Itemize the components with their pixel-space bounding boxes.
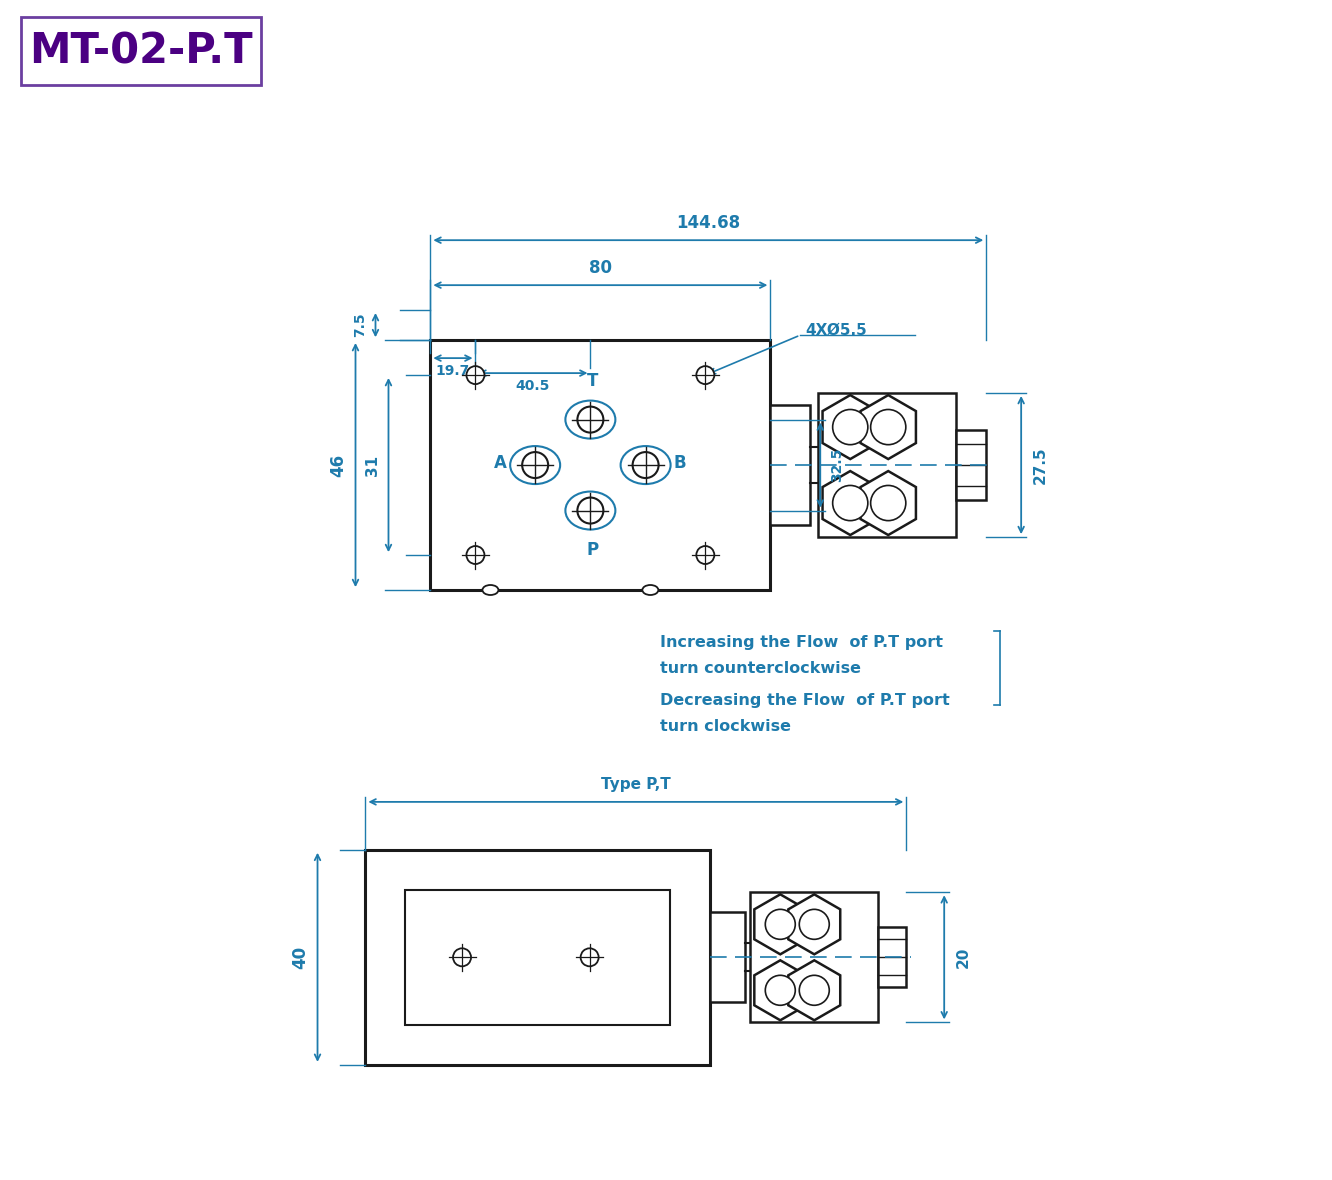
- Text: turn clockwise: turn clockwise: [661, 719, 791, 734]
- Circle shape: [466, 366, 485, 385]
- Bar: [878, 927, 906, 988]
- Circle shape: [581, 949, 598, 966]
- Circle shape: [832, 409, 868, 445]
- Text: turn counterclockwise: turn counterclockwise: [661, 661, 862, 676]
- Text: B: B: [674, 454, 686, 472]
- Bar: [818, 393, 956, 537]
- Text: 144.68: 144.68: [677, 215, 741, 232]
- Bar: [405, 890, 670, 1024]
- Circle shape: [832, 485, 868, 520]
- Circle shape: [697, 546, 714, 564]
- Text: 4XØ5.5: 4XØ5.5: [806, 322, 867, 337]
- Polygon shape: [754, 961, 806, 1021]
- Text: 40.5: 40.5: [515, 379, 550, 393]
- Bar: [430, 340, 770, 590]
- Ellipse shape: [482, 585, 498, 595]
- Text: 20: 20: [956, 946, 971, 968]
- Circle shape: [871, 485, 906, 520]
- Ellipse shape: [565, 400, 615, 439]
- Bar: [956, 430, 986, 500]
- Bar: [750, 892, 878, 1022]
- Text: Decreasing the Flow  of P.T port: Decreasing the Flow of P.T port: [661, 693, 950, 708]
- Polygon shape: [754, 894, 806, 955]
- Bar: [710, 912, 746, 1002]
- Ellipse shape: [510, 446, 561, 484]
- Ellipse shape: [565, 492, 615, 530]
- Ellipse shape: [621, 446, 670, 484]
- Polygon shape: [789, 961, 840, 1021]
- Text: Increasing the Flow  of P.T port: Increasing the Flow of P.T port: [661, 635, 943, 650]
- Circle shape: [766, 976, 795, 1005]
- Polygon shape: [860, 395, 916, 459]
- Circle shape: [577, 407, 603, 433]
- Text: Type P,T: Type P,T: [601, 776, 671, 792]
- Text: 32.5: 32.5: [830, 448, 844, 483]
- Text: MT-02-P.T: MT-02-P.T: [29, 31, 253, 72]
- Text: 19.7: 19.7: [436, 365, 470, 378]
- Circle shape: [577, 498, 603, 524]
- Text: P: P: [586, 540, 598, 558]
- Circle shape: [633, 452, 658, 478]
- Polygon shape: [823, 395, 878, 459]
- Circle shape: [799, 910, 830, 939]
- Bar: [770, 405, 810, 525]
- Text: 40: 40: [292, 945, 309, 969]
- Circle shape: [766, 910, 795, 939]
- Polygon shape: [789, 894, 840, 955]
- Circle shape: [697, 366, 714, 385]
- Polygon shape: [860, 471, 916, 535]
- Text: 7.5: 7.5: [353, 313, 368, 337]
- Ellipse shape: [642, 585, 658, 595]
- FancyBboxPatch shape: [21, 18, 261, 85]
- Circle shape: [453, 949, 472, 966]
- Circle shape: [799, 976, 830, 1005]
- Circle shape: [522, 452, 549, 478]
- Circle shape: [466, 546, 485, 564]
- Circle shape: [871, 409, 906, 445]
- Polygon shape: [823, 471, 878, 535]
- Text: 31: 31: [365, 454, 381, 476]
- Text: 27.5: 27.5: [1034, 446, 1048, 484]
- Text: 80: 80: [589, 260, 611, 277]
- Text: A: A: [494, 454, 507, 472]
- Text: 46: 46: [329, 453, 348, 477]
- Bar: [365, 850, 710, 1064]
- Text: T: T: [586, 372, 598, 389]
